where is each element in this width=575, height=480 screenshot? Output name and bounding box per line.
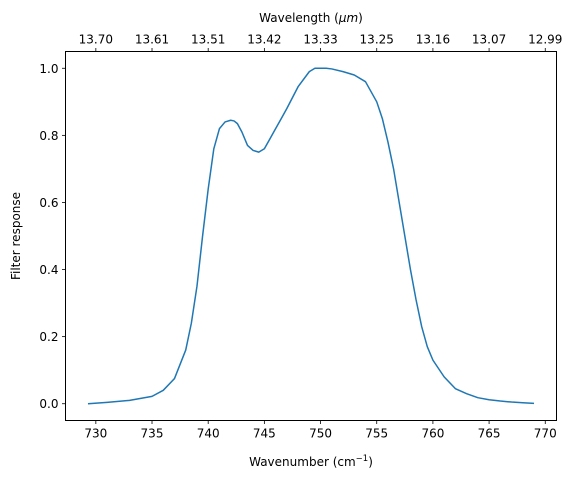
y-tick-label: 0.6 (39, 196, 58, 210)
top-tick-label: 13.70 (79, 33, 113, 47)
y-axis-label: Filter response (9, 192, 23, 280)
y-axis: 0.0 0.2 0.4 0.6 0.8 1.0 (39, 62, 66, 411)
y-tick-label: 0.4 (39, 263, 58, 277)
x-axis-label: Wavenumber (cm−1) (249, 454, 373, 469)
series-layer (87, 67, 535, 405)
top-tick-label: 13.51 (191, 33, 225, 47)
top-tick-label: 13.07 (472, 33, 506, 47)
top-x-axis: 13.70 13.61 13.51 13.42 13.33 13.25 13.16 13.07… (79, 33, 562, 52)
x-tick-label: 755 (365, 427, 388, 441)
top-tick-label: 13.16 (416, 33, 450, 47)
x-tick-label: 730 (84, 427, 107, 441)
bottom-x-axis: 730 735 740 745 750 755 760 765 770 (84, 420, 557, 441)
x-axis-label-exponent: −1 (356, 454, 369, 464)
series-line-0 (87, 67, 535, 405)
x-tick-label: 740 (197, 427, 220, 441)
y-tick-label: 0.2 (39, 330, 58, 344)
top-tick-label: 12.99 (528, 33, 562, 47)
y-tick-label: 0.8 (39, 129, 58, 143)
top-axis-label-unit: μm (338, 11, 358, 25)
top-tick-label: 13.33 (303, 33, 337, 47)
x-tick-label: 750 (309, 427, 332, 441)
top-tick-label: 13.61 (135, 33, 169, 47)
x-tick-label: 745 (253, 427, 276, 441)
y-tick-label: 0.0 (39, 397, 58, 411)
x-tick-label: 765 (478, 427, 501, 441)
x-tick-label: 770 (534, 427, 557, 441)
top-axis-label: Wavelength (μm) (259, 11, 363, 25)
x-tick-label: 735 (141, 427, 164, 441)
x-tick-label: 760 (421, 427, 444, 441)
top-tick-label: 13.25 (360, 33, 394, 47)
top-tick-label: 13.42 (247, 33, 281, 47)
plot-frame (65, 51, 557, 421)
y-tick-label: 1.0 (39, 62, 58, 76)
